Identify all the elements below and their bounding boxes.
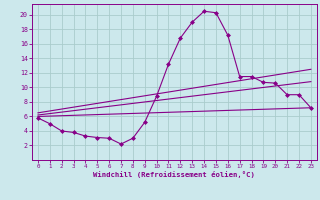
X-axis label: Windchill (Refroidissement éolien,°C): Windchill (Refroidissement éolien,°C) — [93, 171, 255, 178]
